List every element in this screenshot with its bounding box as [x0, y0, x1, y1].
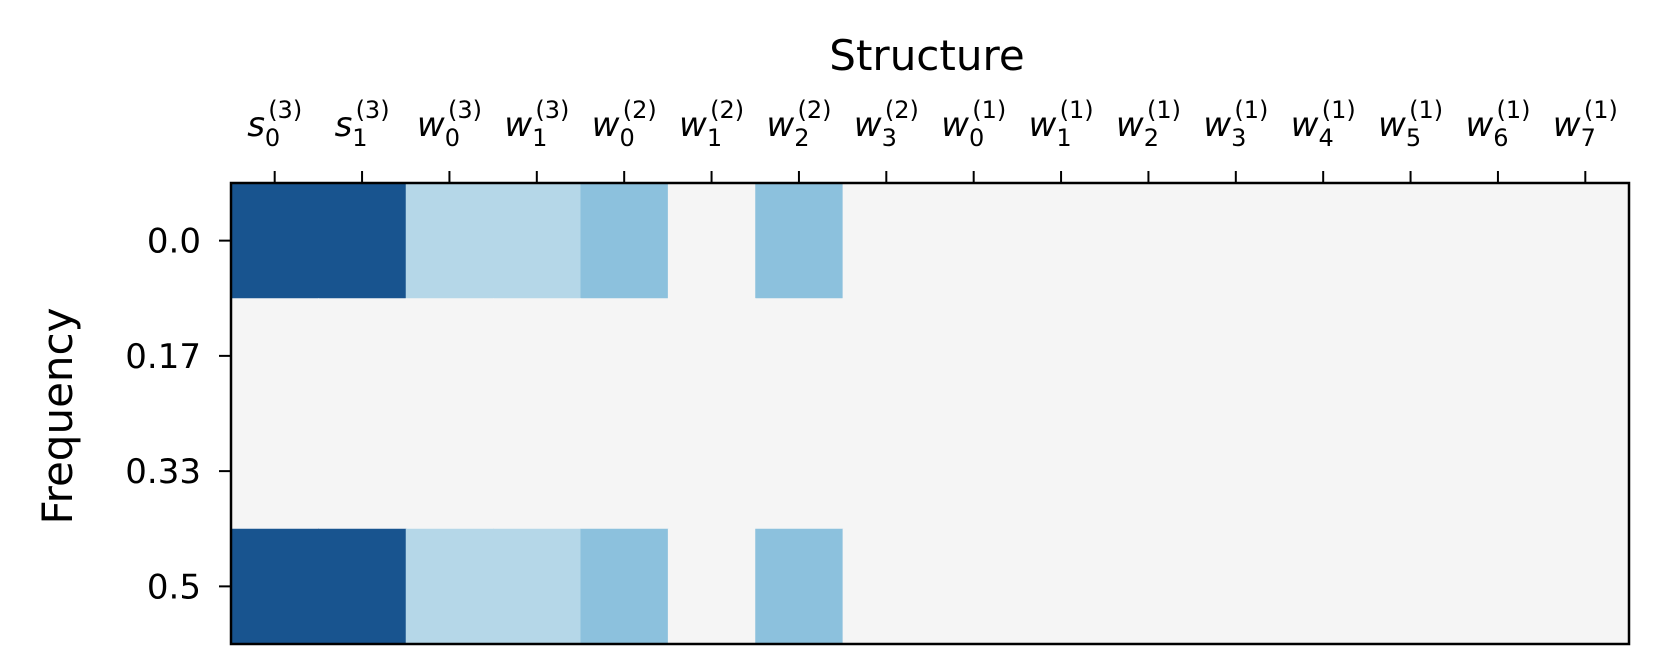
heatmap-cell: [1366, 528, 1455, 645]
heatmap-cell: [1454, 183, 1543, 299]
x-tick-label: w1(2): [679, 96, 744, 152]
x-tick-label: w2(2): [766, 96, 831, 152]
heatmap-cell: [1104, 413, 1193, 530]
heatmap-cell: [667, 413, 756, 530]
heatmap-cell: [1279, 413, 1368, 530]
heatmap-cell: [493, 183, 582, 299]
heatmap-cell: [667, 183, 756, 299]
heatmap-cell: [405, 298, 494, 415]
heatmap-cell: [1366, 413, 1455, 530]
heatmap-cell: [1279, 183, 1368, 299]
heatmap-cell: [1017, 183, 1106, 299]
heatmap-cell: [1192, 528, 1281, 645]
heatmap-cell: [842, 298, 931, 415]
heatmap-cell: [755, 413, 844, 530]
heatmap-cell: [405, 528, 494, 645]
x-tick-label: w1(1): [1029, 96, 1094, 152]
heatmap-cell: [318, 298, 407, 415]
chart-title: Structure: [829, 31, 1024, 80]
heatmap-cell: [493, 528, 582, 645]
x-tick-label: w2(1): [1116, 96, 1181, 152]
heatmap-cell: [231, 413, 319, 530]
x-tick-label: s1(3): [335, 96, 390, 152]
heatmap-cell: [755, 528, 844, 645]
heatmap-cells: [231, 183, 1630, 645]
x-tick-label: w3(1): [1203, 96, 1268, 152]
heatmap-cell: [1366, 298, 1455, 415]
heatmap-cell: [405, 183, 494, 299]
x-tick-label: w7(1): [1553, 96, 1618, 152]
x-tick-label: w6(1): [1465, 96, 1530, 152]
heatmap-cell: [318, 528, 407, 645]
heatmap-cell: [1017, 298, 1106, 415]
heatmap-cell: [231, 183, 319, 299]
heatmap-cell: [1279, 528, 1368, 645]
heatmap-cell: [755, 298, 844, 415]
heatmap-cell: [580, 413, 669, 530]
heatmap-cell: [930, 298, 1018, 415]
x-tick-label: w5(1): [1378, 96, 1443, 152]
x-tick-label: w3(2): [854, 96, 919, 152]
y-axis-title: Frequency: [33, 308, 82, 525]
x-tick-label: s0(3): [247, 96, 302, 152]
y-axis-ticks: 0.0 0.17 0.33 0.5: [125, 222, 231, 607]
y-tick-label: 0.0: [147, 222, 201, 262]
heatmap-cell: [318, 183, 407, 299]
heatmap-cell: [1192, 298, 1281, 415]
heatmap-cell: [1541, 413, 1630, 530]
heatmap-cell: [1192, 413, 1281, 530]
heatmap-cell: [231, 528, 319, 645]
heatmap-cell: [755, 183, 844, 299]
heatmap-cell: [842, 183, 931, 299]
y-tick-label: 0.33: [125, 452, 201, 492]
heatmap-cell: [1017, 413, 1106, 530]
heatmap-cell: [1541, 183, 1630, 299]
heatmap-cell: [405, 413, 494, 530]
plot-frame: [229, 181, 1631, 646]
heatmap-cell: [580, 183, 669, 299]
heatmap-cell: [1192, 183, 1281, 299]
heatmap-cell: [842, 528, 931, 645]
x-tick-label: w0(2): [592, 96, 657, 152]
x-tick-label: w0(3): [417, 96, 482, 152]
heatmap-cell: [667, 528, 756, 645]
heatmap-cell: [1279, 298, 1368, 415]
heatmap-cell: [318, 413, 407, 530]
heatmap-cell: [1104, 528, 1193, 645]
heatmap-cell: [1454, 298, 1543, 415]
heatmap-cell: [580, 298, 669, 415]
heatmap-cell: [1104, 298, 1193, 415]
heatmap-cell: [930, 528, 1018, 645]
heatmap-cell: [1454, 528, 1543, 645]
heatmap-cell: [930, 183, 1018, 299]
heatmap-cell: [1366, 183, 1455, 299]
x-axis-ticks: s0(3) s1(3) w0(3) w1(3) w0(2) w1(2) w2(2) w3(2)…: [247, 96, 1618, 183]
heatmap-cell: [1541, 298, 1630, 415]
heatmap-cell: [493, 413, 582, 530]
heatmap-cell: [930, 413, 1018, 530]
heatmap-cell: [1541, 528, 1630, 645]
heatmap-cell: [1454, 413, 1543, 530]
heatmap-cell: [231, 298, 319, 415]
x-tick-label: w1(3): [504, 96, 569, 152]
x-tick-label: w0(1): [941, 96, 1006, 152]
heatmap-cell: [1104, 183, 1193, 299]
heatmap-cell: [580, 528, 669, 645]
heatmap-cell: [842, 413, 931, 530]
y-tick-label: 0.17: [125, 337, 201, 377]
x-tick-label: w4(1): [1291, 96, 1356, 152]
y-tick-label: 0.5: [147, 567, 201, 607]
heatmap-cell: [1017, 528, 1106, 645]
heatmap-cell: [667, 298, 756, 415]
heatmap-cell: [493, 298, 582, 415]
